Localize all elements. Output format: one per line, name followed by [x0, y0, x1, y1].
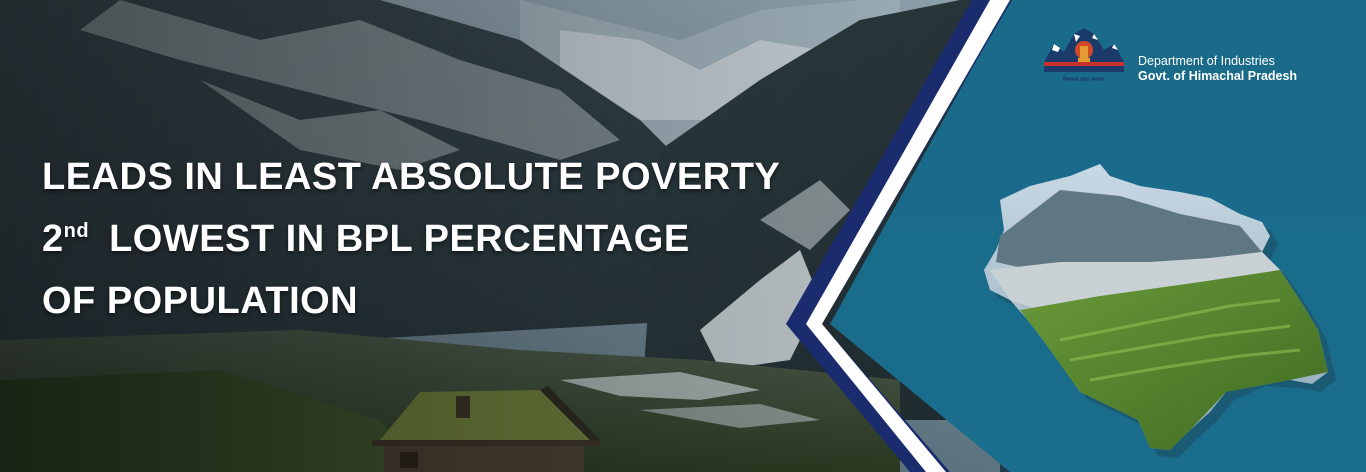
headline-line-2-text: LOWEST IN BPL PERCENTAGE	[109, 218, 690, 260]
hp-government-emblem-icon: हिमाचल प्रदेश सरकार	[1040, 22, 1128, 86]
headline-rank-suffix: nd	[63, 220, 90, 242]
himachal-map-icon	[984, 164, 1336, 458]
headline-rank: 2	[42, 218, 64, 260]
emblem-caption: हिमाचल प्रदेश सरकार	[1063, 77, 1105, 83]
headline-line-2: 2nd LOWEST IN BPL PERCENTAGE	[42, 208, 842, 270]
department-text: Department of Industries Govt. of Himach…	[1138, 54, 1297, 84]
headline-line-3: OF POPULATION	[42, 280, 359, 322]
headline-line-1: LEADS IN LEAST ABSOLUTE POVERTY	[42, 156, 781, 198]
headline: LEADS IN LEAST ABSOLUTE POVERTY 2nd LOWES…	[42, 146, 842, 332]
government-name: Govt. of Himachal Pradesh	[1138, 69, 1298, 83]
department-logo[interactable]: हिमाचल प्रदेश सरकार Department of Indust…	[1040, 22, 1340, 88]
department-name: Department of Industries	[1138, 54, 1275, 68]
